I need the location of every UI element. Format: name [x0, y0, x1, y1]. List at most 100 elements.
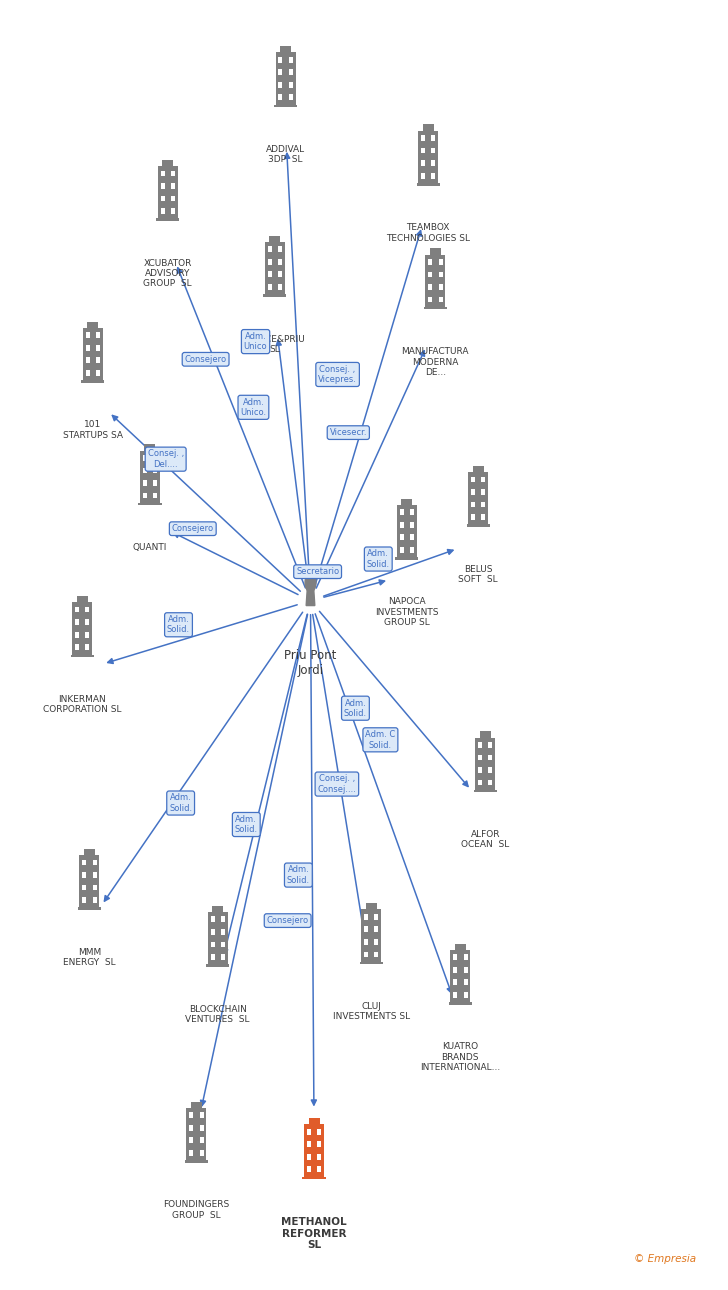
FancyBboxPatch shape [428, 272, 432, 277]
FancyBboxPatch shape [400, 534, 403, 541]
FancyBboxPatch shape [278, 271, 282, 277]
FancyBboxPatch shape [428, 297, 432, 302]
FancyBboxPatch shape [317, 1166, 321, 1173]
FancyBboxPatch shape [360, 962, 383, 964]
FancyBboxPatch shape [78, 907, 101, 909]
FancyBboxPatch shape [171, 196, 175, 201]
FancyBboxPatch shape [425, 254, 446, 307]
FancyBboxPatch shape [474, 789, 497, 792]
FancyBboxPatch shape [278, 284, 282, 290]
Text: METHANOL
REFORMER
SL: METHANOL REFORMER SL [281, 1216, 347, 1250]
FancyBboxPatch shape [87, 321, 98, 328]
FancyBboxPatch shape [189, 1149, 193, 1156]
FancyBboxPatch shape [210, 916, 215, 922]
FancyBboxPatch shape [75, 606, 79, 613]
FancyBboxPatch shape [96, 370, 100, 375]
Polygon shape [306, 586, 314, 605]
FancyBboxPatch shape [92, 859, 97, 866]
FancyBboxPatch shape [138, 503, 162, 506]
Text: Adm.
Solid.: Adm. Solid. [167, 615, 190, 635]
FancyBboxPatch shape [401, 498, 412, 504]
FancyBboxPatch shape [278, 57, 282, 62]
FancyBboxPatch shape [478, 768, 482, 773]
FancyBboxPatch shape [451, 949, 470, 1002]
FancyBboxPatch shape [278, 70, 282, 75]
Text: ALFOR
OCEAN  SL: ALFOR OCEAN SL [461, 829, 510, 850]
Text: INKERMAN
CORPORATION SL: INKERMAN CORPORATION SL [43, 695, 122, 715]
FancyBboxPatch shape [374, 952, 379, 957]
FancyBboxPatch shape [432, 173, 435, 178]
FancyBboxPatch shape [421, 173, 425, 178]
FancyBboxPatch shape [158, 166, 178, 218]
FancyBboxPatch shape [317, 1153, 321, 1160]
FancyBboxPatch shape [438, 259, 443, 264]
FancyBboxPatch shape [307, 1153, 311, 1160]
FancyBboxPatch shape [268, 259, 272, 264]
FancyBboxPatch shape [79, 855, 99, 907]
FancyBboxPatch shape [317, 1129, 321, 1135]
FancyBboxPatch shape [361, 909, 381, 962]
FancyBboxPatch shape [268, 271, 272, 277]
FancyBboxPatch shape [374, 939, 379, 944]
FancyBboxPatch shape [488, 755, 492, 760]
FancyBboxPatch shape [432, 160, 435, 166]
FancyBboxPatch shape [365, 903, 376, 909]
FancyBboxPatch shape [85, 606, 90, 613]
Text: Adm.
Solid.: Adm. Solid. [367, 550, 389, 569]
FancyBboxPatch shape [481, 489, 486, 495]
Text: CLUJ
INVESTMENTS SL: CLUJ INVESTMENTS SL [333, 1002, 410, 1022]
FancyBboxPatch shape [75, 644, 79, 650]
FancyBboxPatch shape [471, 502, 475, 507]
FancyBboxPatch shape [302, 1176, 325, 1179]
FancyBboxPatch shape [400, 522, 403, 528]
FancyBboxPatch shape [161, 170, 165, 177]
Text: Adm.
Solid.: Adm. Solid. [234, 815, 258, 835]
FancyBboxPatch shape [467, 524, 490, 526]
FancyBboxPatch shape [85, 632, 90, 637]
FancyBboxPatch shape [400, 547, 403, 552]
FancyBboxPatch shape [92, 872, 97, 877]
Text: BLOCKCHAIN
VENTURES  SL: BLOCKCHAIN VENTURES SL [186, 1005, 250, 1024]
Text: Secretario: Secretario [296, 568, 339, 577]
Text: Adm.
Unico: Adm. Unico [244, 332, 267, 351]
FancyBboxPatch shape [143, 480, 147, 486]
FancyBboxPatch shape [86, 357, 90, 364]
Text: ADDIVAL
3DP  SL: ADDIVAL 3DP SL [266, 144, 305, 164]
Text: MANUFACTURA
MODERNA
DE...: MANUFACTURA MODERNA DE... [402, 347, 469, 377]
FancyBboxPatch shape [153, 480, 157, 486]
FancyBboxPatch shape [82, 381, 105, 383]
FancyBboxPatch shape [264, 294, 286, 297]
FancyBboxPatch shape [478, 755, 482, 760]
FancyBboxPatch shape [481, 515, 486, 520]
FancyBboxPatch shape [153, 493, 157, 498]
Text: © Empresia: © Empresia [633, 1254, 696, 1264]
FancyBboxPatch shape [464, 955, 467, 960]
FancyBboxPatch shape [395, 557, 419, 560]
FancyBboxPatch shape [71, 654, 94, 657]
FancyBboxPatch shape [221, 929, 225, 935]
FancyBboxPatch shape [221, 916, 225, 922]
FancyBboxPatch shape [206, 964, 229, 966]
FancyBboxPatch shape [269, 236, 280, 243]
Text: XCUBATOR
ADVISORY
GROUP  SL: XCUBATOR ADVISORY GROUP SL [143, 259, 192, 289]
FancyBboxPatch shape [171, 183, 175, 188]
FancyBboxPatch shape [307, 1166, 311, 1173]
FancyBboxPatch shape [488, 779, 492, 786]
FancyBboxPatch shape [171, 208, 175, 214]
FancyBboxPatch shape [374, 926, 379, 933]
FancyBboxPatch shape [289, 57, 293, 62]
Text: Consejero: Consejero [185, 355, 226, 364]
FancyBboxPatch shape [289, 94, 293, 101]
FancyBboxPatch shape [421, 135, 425, 141]
FancyBboxPatch shape [410, 510, 414, 515]
FancyBboxPatch shape [72, 602, 92, 654]
Text: NAPOCA
INVESTMENTS
GROUP SL: NAPOCA INVESTMENTS GROUP SL [375, 597, 438, 627]
FancyBboxPatch shape [83, 328, 103, 381]
FancyBboxPatch shape [275, 53, 296, 104]
FancyBboxPatch shape [455, 943, 466, 949]
Text: PRINCE&PRIU
SL: PRINCE&PRIU SL [245, 334, 305, 353]
Text: QUANTI: QUANTI [132, 543, 167, 552]
FancyBboxPatch shape [82, 872, 86, 877]
FancyBboxPatch shape [432, 135, 435, 141]
Text: Adm.
Solid.: Adm. Solid. [169, 793, 192, 813]
